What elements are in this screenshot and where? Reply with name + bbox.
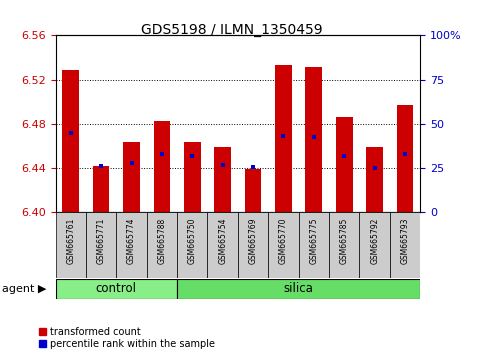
Bar — [245, 169, 261, 212]
Bar — [56, 279, 177, 299]
Text: GSM665775: GSM665775 — [309, 218, 318, 264]
Text: GSM665754: GSM665754 — [218, 218, 227, 264]
Text: GSM665774: GSM665774 — [127, 218, 136, 264]
Bar — [238, 212, 268, 278]
Bar — [123, 142, 140, 212]
Text: GSM665750: GSM665750 — [188, 218, 197, 264]
Text: silica: silica — [284, 282, 313, 295]
Bar — [184, 142, 200, 212]
Bar — [366, 147, 383, 212]
Bar — [177, 279, 420, 299]
Legend: transformed count, percentile rank within the sample: transformed count, percentile rank withi… — [39, 327, 215, 349]
Bar — [208, 212, 238, 278]
Bar — [116, 212, 147, 278]
Text: agent ▶: agent ▶ — [2, 284, 47, 294]
Bar — [268, 212, 298, 278]
Bar — [86, 212, 116, 278]
Bar — [214, 147, 231, 212]
Bar — [154, 121, 170, 212]
Text: control: control — [96, 282, 137, 295]
Text: GDS5198 / ILMN_1350459: GDS5198 / ILMN_1350459 — [141, 23, 323, 37]
Text: GSM665771: GSM665771 — [97, 218, 106, 264]
Text: GSM665788: GSM665788 — [157, 218, 167, 264]
Bar — [62, 70, 79, 212]
Bar — [93, 166, 110, 212]
Text: GSM665761: GSM665761 — [66, 218, 75, 264]
Bar — [56, 212, 86, 278]
Bar — [305, 68, 322, 212]
Bar — [336, 117, 353, 212]
Text: GSM665792: GSM665792 — [370, 218, 379, 264]
Bar — [177, 212, 208, 278]
Text: GSM665793: GSM665793 — [400, 218, 410, 264]
Bar — [359, 212, 390, 278]
Bar — [275, 65, 292, 212]
Text: GSM665770: GSM665770 — [279, 218, 288, 264]
Bar — [329, 212, 359, 278]
Bar — [397, 105, 413, 212]
Text: GSM665769: GSM665769 — [249, 218, 257, 264]
Bar — [147, 212, 177, 278]
Text: GSM665785: GSM665785 — [340, 218, 349, 264]
Bar — [298, 212, 329, 278]
Bar — [390, 212, 420, 278]
